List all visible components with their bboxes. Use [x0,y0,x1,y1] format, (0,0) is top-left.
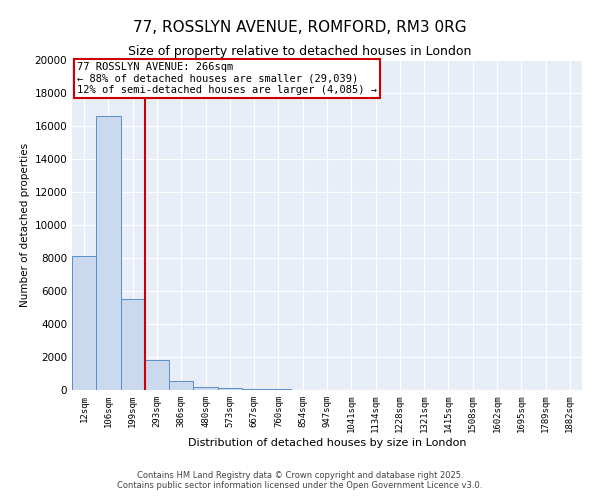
Text: Size of property relative to detached houses in London: Size of property relative to detached ho… [128,45,472,58]
Bar [242,388,266,390]
Bar [72,256,96,390]
Y-axis label: Number of detached properties: Number of detached properties [20,143,30,307]
Bar [169,382,193,390]
Text: 77, ROSSLYN AVENUE, ROMFORD, RM3 0RG: 77, ROSSLYN AVENUE, ROMFORD, RM3 0RG [133,20,467,35]
Bar [266,389,290,390]
Text: Contains HM Land Registry data © Crown copyright and database right 2025.
Contai: Contains HM Land Registry data © Crown c… [118,470,482,490]
Bar [145,360,169,390]
Bar [96,116,121,390]
X-axis label: Distribution of detached houses by size in London: Distribution of detached houses by size … [188,438,466,448]
Bar [218,388,242,390]
Bar [193,387,218,390]
Bar [121,299,145,390]
Text: 77 ROSSLYN AVENUE: 266sqm
← 88% of detached houses are smaller (29,039)
12% of s: 77 ROSSLYN AVENUE: 266sqm ← 88% of detac… [77,62,377,95]
